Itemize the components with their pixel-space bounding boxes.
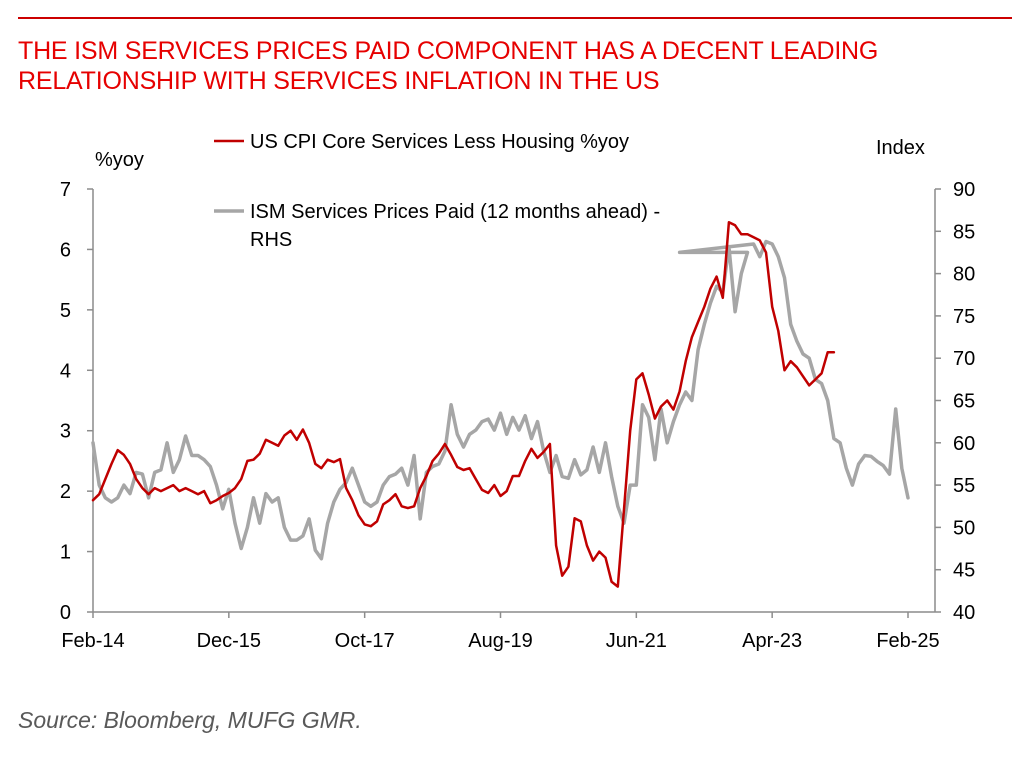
- y-tick-label-left: 5: [60, 300, 71, 322]
- y-tick-label-right: 70: [953, 348, 975, 370]
- y-tick-label-right: 65: [953, 391, 975, 413]
- y-tick-label-left: 1: [60, 542, 71, 564]
- x-tick-label: Dec-15: [197, 630, 261, 652]
- y-tick-label-right: 40: [953, 602, 975, 624]
- series-line-us-cpi-core-services: [91, 220, 836, 588]
- y-tick-label-right: 80: [953, 264, 975, 286]
- x-tick-label: Jun-21: [606, 630, 667, 652]
- y-tick-label-left: 7: [60, 179, 71, 201]
- y-tick-label-right: 55: [953, 475, 975, 497]
- top-rule: [18, 17, 1012, 19]
- y-axis-left-label: %yoy: [95, 149, 144, 171]
- legend: US CPI Core Services Less Housing %yoy IS…: [214, 131, 660, 251]
- legend-label-ism-line-2: RHS: [250, 229, 292, 251]
- x-tick-label: Oct-17: [335, 630, 395, 652]
- chart-title-line-2: RELATIONSHIP WITH SERVICES INFLATION IN …: [18, 67, 660, 95]
- y-tick-label-right: 85: [953, 221, 975, 243]
- y-tick-label-left: 3: [60, 421, 71, 443]
- x-tick-label: Feb-14: [61, 630, 124, 652]
- series-line-ism-prices-paid: [91, 239, 910, 561]
- y-tick-label-right: 50: [953, 517, 975, 539]
- source-note: Source: Bloomberg, MUFG GMR.: [18, 707, 362, 733]
- y-tick-label-left: 2: [60, 481, 71, 503]
- x-tick-label: Feb-25: [876, 630, 939, 652]
- y-tick-label-right: 45: [953, 560, 975, 582]
- series-lines: [91, 220, 910, 588]
- chart-title-line-1: THE ISM SERVICES PRICES PAID COMPONENT H…: [18, 37, 879, 65]
- legend-label-us-cpi: US CPI Core Services Less Housing %yoy: [250, 131, 629, 153]
- y-tick-label-right: 90: [953, 179, 975, 201]
- y-tick-label-right: 60: [953, 433, 975, 455]
- chart-title: THE ISM SERVICES PRICES PAID COMPONENT H…: [18, 36, 1008, 96]
- y-axis-right-label: Index: [876, 137, 925, 159]
- y-tick-label-right: 75: [953, 306, 975, 328]
- legend-label-ism-line-1: ISM Services Prices Paid (12 months ahea…: [250, 201, 660, 223]
- y-tick-label-left: 6: [60, 239, 71, 261]
- y-tick-label-left: 4: [60, 360, 71, 382]
- x-tick-label: Aug-19: [468, 630, 533, 652]
- y-tick-label-left: 0: [60, 602, 71, 624]
- x-tick-label: Apr-23: [742, 630, 802, 652]
